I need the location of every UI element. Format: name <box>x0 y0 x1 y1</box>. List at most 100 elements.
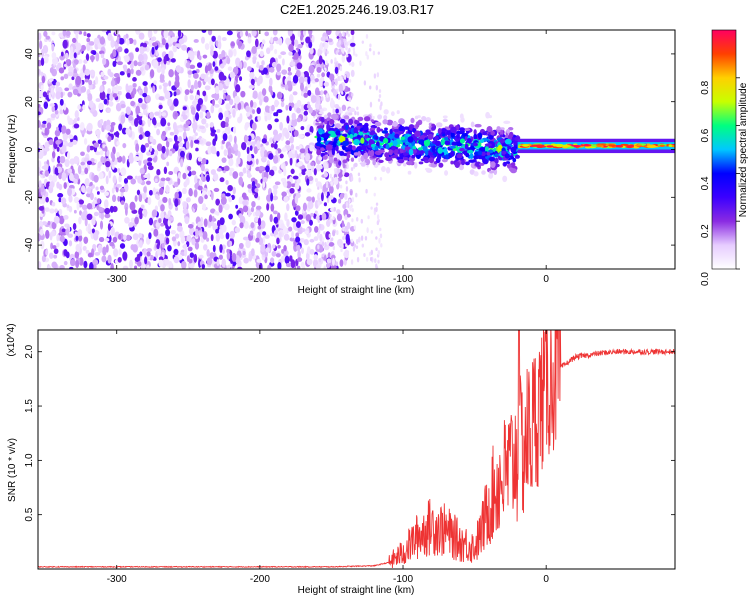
heatmap-cell <box>393 128 400 133</box>
heatmap-cell <box>214 103 220 108</box>
heatmap-cell <box>308 64 315 74</box>
heatmap-cell <box>276 212 281 221</box>
heatmap-cell <box>153 150 158 156</box>
heatmap-cell <box>42 120 47 125</box>
heatmap-cell <box>366 54 369 60</box>
heatmap-cell <box>473 171 479 177</box>
heatmap-cell <box>59 265 65 269</box>
heatmap-cell <box>451 141 457 146</box>
heatmap-cell <box>444 140 451 146</box>
heatmap-cell <box>320 184 323 190</box>
heatmap-cell <box>326 164 329 170</box>
heatmap-cell <box>333 207 336 212</box>
heatmap-cell <box>334 66 339 75</box>
heatmap-cell <box>202 54 208 59</box>
heatmap-cell <box>61 230 67 236</box>
heatmap-cell <box>55 139 61 145</box>
heatmap-cell <box>61 172 67 181</box>
heatmap-cell <box>493 168 498 176</box>
heatmap-cell <box>350 167 354 171</box>
heatmap-cell <box>296 178 301 184</box>
heatmap-cell <box>300 247 304 254</box>
heatmap-cell <box>145 94 151 104</box>
snr-y-axis: 0.51.01.52.0 <box>24 344 675 522</box>
heatmap-cell <box>259 98 263 106</box>
heatmap-cell <box>73 209 77 214</box>
heatmap-cell <box>250 206 255 213</box>
heatmap-cell <box>272 210 278 215</box>
heatmap-cell <box>236 157 241 165</box>
heatmap-cell <box>287 124 292 132</box>
heatmap-cell <box>124 216 130 224</box>
heatmap-cell <box>240 90 246 98</box>
heatmap-cell <box>125 234 131 242</box>
heatmap-cell <box>474 123 482 128</box>
colorbar-tick-label: 0.6 <box>700 128 711 142</box>
heatmap-cell <box>120 200 125 205</box>
heatmap-cell <box>338 160 342 166</box>
heatmap-cell <box>474 161 482 167</box>
heatmap-cell <box>326 117 331 121</box>
heatmap-cell <box>242 236 249 241</box>
heatmap-cell <box>466 137 472 144</box>
heatmap-cell <box>309 47 314 55</box>
heatmap-cell <box>156 168 161 176</box>
heatmap-cell <box>315 215 320 221</box>
heatmap-cell <box>89 181 93 186</box>
heatmap-cell <box>404 146 411 151</box>
heatmap-cell <box>342 31 345 37</box>
heatmap-cell <box>193 38 199 43</box>
heatmap-cell <box>290 259 296 269</box>
heatmap-cell <box>465 152 470 158</box>
heatmap-cell <box>258 237 264 246</box>
heatmap-cell <box>323 171 329 178</box>
heatmap-cell <box>301 228 306 233</box>
heatmap-cell <box>340 110 343 114</box>
heatmap-cell <box>298 172 302 177</box>
heatmap-cell <box>348 107 356 113</box>
heatmap-cell <box>164 90 171 100</box>
heatmap-cell <box>252 90 258 100</box>
heatmap-cell <box>358 177 361 183</box>
heatmap-cell <box>175 65 182 73</box>
heatmap-cell <box>99 220 104 230</box>
heatmap-cell <box>309 249 315 255</box>
heatmap-cell <box>434 140 441 147</box>
heatmap-cell <box>334 123 341 129</box>
heatmap-cell <box>374 176 377 181</box>
heatmap-cell <box>146 161 153 167</box>
heatmap-cell <box>98 50 105 55</box>
heatmap-cell <box>347 56 351 61</box>
heatmap-cell <box>348 118 354 126</box>
heatmap-cell <box>67 187 73 197</box>
heatmap-cell <box>522 144 530 147</box>
heatmap-cell <box>185 140 190 150</box>
heatmap-cell <box>93 264 97 269</box>
heatmap-cell <box>308 30 313 36</box>
heatmap-cell <box>503 120 511 125</box>
heatmap-cell <box>628 144 635 148</box>
heatmap-cell <box>332 216 335 221</box>
heatmap-cell <box>160 117 167 127</box>
heatmap-cell <box>276 71 282 76</box>
heatmap-cell <box>202 231 208 240</box>
heatmap-cell <box>189 64 196 69</box>
heatmap-cell <box>130 178 137 185</box>
colorbar-tick-label: 0.8 <box>700 80 711 94</box>
heatmap-cell <box>394 133 400 139</box>
heatmap-cell <box>375 141 380 147</box>
heatmap-cell <box>365 257 369 262</box>
heatmap-cell <box>309 144 314 152</box>
heatmap-cell <box>348 97 352 103</box>
heatmap-cell <box>300 220 305 225</box>
heatmap-cell <box>378 89 382 93</box>
heatmap-cell <box>399 148 404 154</box>
heatmap-cell <box>273 216 279 224</box>
heatmap-cell <box>356 239 359 245</box>
heatmap-cell <box>263 96 269 103</box>
heatmap-cell <box>346 30 349 35</box>
heatmap-cell <box>323 90 328 95</box>
heatmap-cell <box>78 234 83 242</box>
heatmap-cell <box>185 197 191 203</box>
heatmap-cell <box>233 142 238 152</box>
